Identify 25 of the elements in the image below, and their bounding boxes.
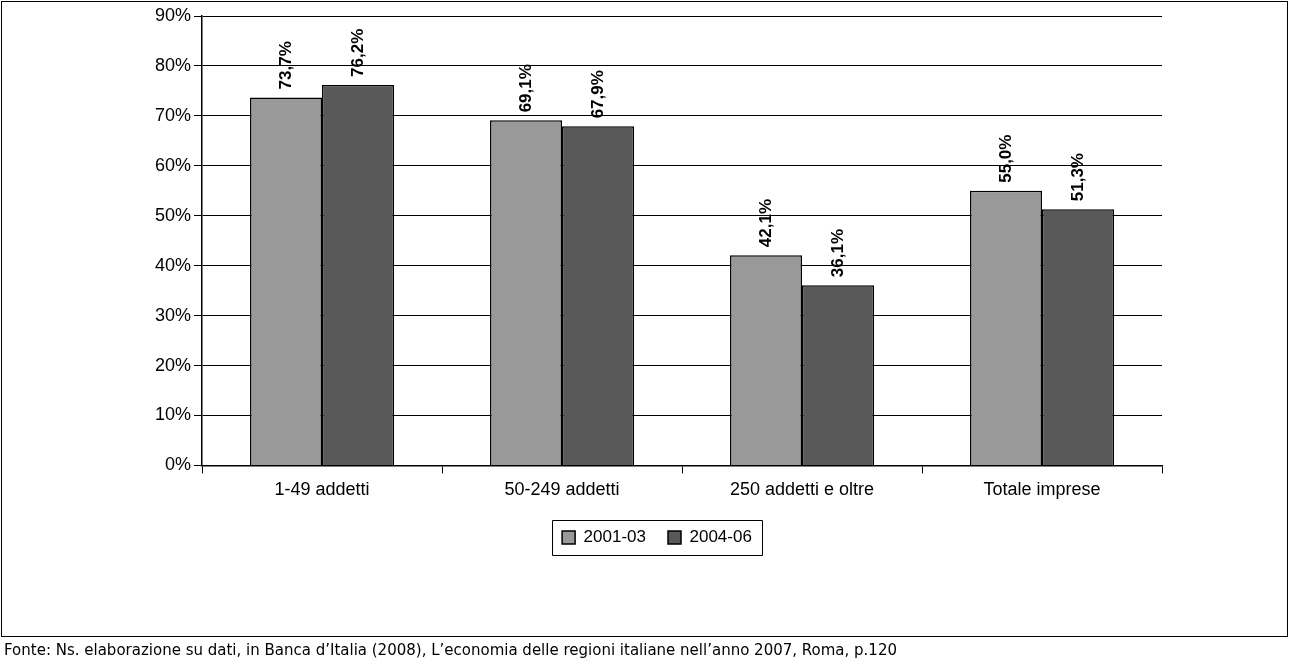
- y-tick-label: 50%: [155, 204, 192, 225]
- y-tick-label: 80%: [155, 54, 192, 75]
- x-tick-label: 50-249 addetti: [504, 479, 620, 500]
- data-label: 51,3%: [1067, 153, 1087, 202]
- y-tick-label: 10%: [155, 404, 192, 425]
- y-tick-label: 0%: [165, 454, 192, 475]
- x-tick-label: 250 addetti e oltre: [729, 479, 875, 500]
- data-label: 67,9%: [587, 70, 607, 119]
- data-label: 69,1%: [515, 64, 535, 113]
- y-tick-label: 90%: [155, 4, 192, 25]
- y-tick-label: 60%: [155, 154, 192, 175]
- y-tick-label: 20%: [155, 354, 192, 375]
- legend-label: 2001-03: [583, 527, 646, 547]
- data-label: 36,1%: [827, 228, 847, 278]
- y-tick-label: 40%: [155, 254, 192, 275]
- y-tick-label: 70%: [155, 104, 192, 125]
- data-label: 42,1%: [755, 198, 775, 248]
- data-label: 76,2%: [347, 28, 367, 77]
- data-label: 73,7%: [275, 41, 295, 90]
- y-tick-label: 30%: [155, 304, 192, 325]
- data-label: 55,0%: [995, 134, 1015, 183]
- x-tick-label: Totale imprese: [983, 479, 1101, 500]
- source-note: Fonte: Ns. elaborazione su dati, in Banca d’Italia (2008), L’economia delle regioni italiane nell’anno 2007, Roma, p.120: [4, 641, 897, 659]
- x-tick-label: 1-49 addetti: [274, 479, 370, 500]
- legend-label: 2004-06: [689, 527, 752, 547]
